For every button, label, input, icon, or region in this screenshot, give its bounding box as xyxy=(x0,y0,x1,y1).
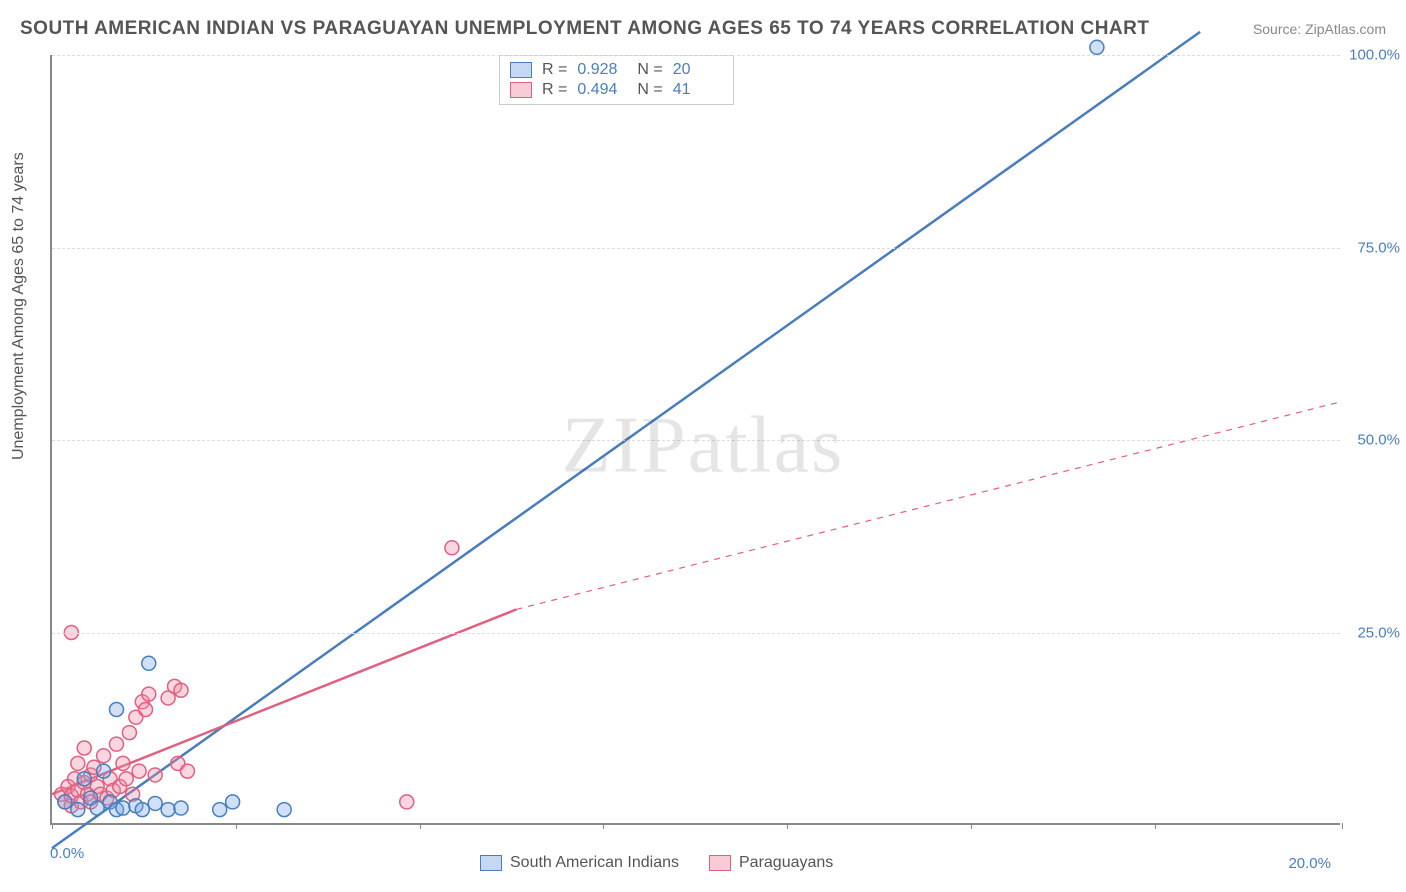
chart-plot-area: R = 0.928 N = 20 R = 0.494 N = 41 25.0%5… xyxy=(50,55,1340,825)
header-row: SOUTH AMERICAN INDIAN VS PARAGUAYAN UNEM… xyxy=(20,18,1386,40)
chart-title: SOUTH AMERICAN INDIAN VS PARAGUAYAN UNEM… xyxy=(20,18,1149,40)
swatch-blue-icon xyxy=(480,855,502,871)
series-legend: South American Indians Paraguayans xyxy=(480,854,833,872)
legend-item-par: Paraguayans xyxy=(709,854,833,872)
x-tick xyxy=(1342,823,1343,829)
x-tick xyxy=(603,823,604,829)
y-axis-label: Unemployment Among Ages 65 to 74 years xyxy=(10,152,28,460)
gridline xyxy=(52,248,1340,249)
x-tick-label-20: 20.0% xyxy=(1288,855,1331,872)
swatch-pink-icon xyxy=(510,82,532,98)
source-attribution: Source: ZipAtlas.com xyxy=(1253,21,1386,37)
x-tick-label-0: 0.0% xyxy=(50,845,84,862)
y-tick-label: 100.0% xyxy=(1349,47,1400,64)
x-tick xyxy=(971,823,972,829)
x-tick xyxy=(52,823,53,829)
stats-row-par: R = 0.494 N = 41 xyxy=(510,80,723,100)
stats-legend-box: R = 0.928 N = 20 R = 0.494 N = 41 xyxy=(499,55,734,105)
stats-row-sai: R = 0.928 N = 20 xyxy=(510,60,723,80)
x-tick xyxy=(236,823,237,829)
y-tick-label: 50.0% xyxy=(1357,432,1400,449)
gridline xyxy=(52,440,1340,441)
x-tick xyxy=(1155,823,1156,829)
x-tick xyxy=(420,823,421,829)
swatch-pink-icon xyxy=(709,855,731,871)
y-tick-label: 75.0% xyxy=(1357,239,1400,256)
gridline xyxy=(52,633,1340,634)
legend-item-sai: South American Indians xyxy=(480,854,679,872)
y-tick-label: 25.0% xyxy=(1357,624,1400,641)
x-tick xyxy=(787,823,788,829)
swatch-blue-icon xyxy=(510,62,532,78)
gridline xyxy=(52,55,1340,56)
